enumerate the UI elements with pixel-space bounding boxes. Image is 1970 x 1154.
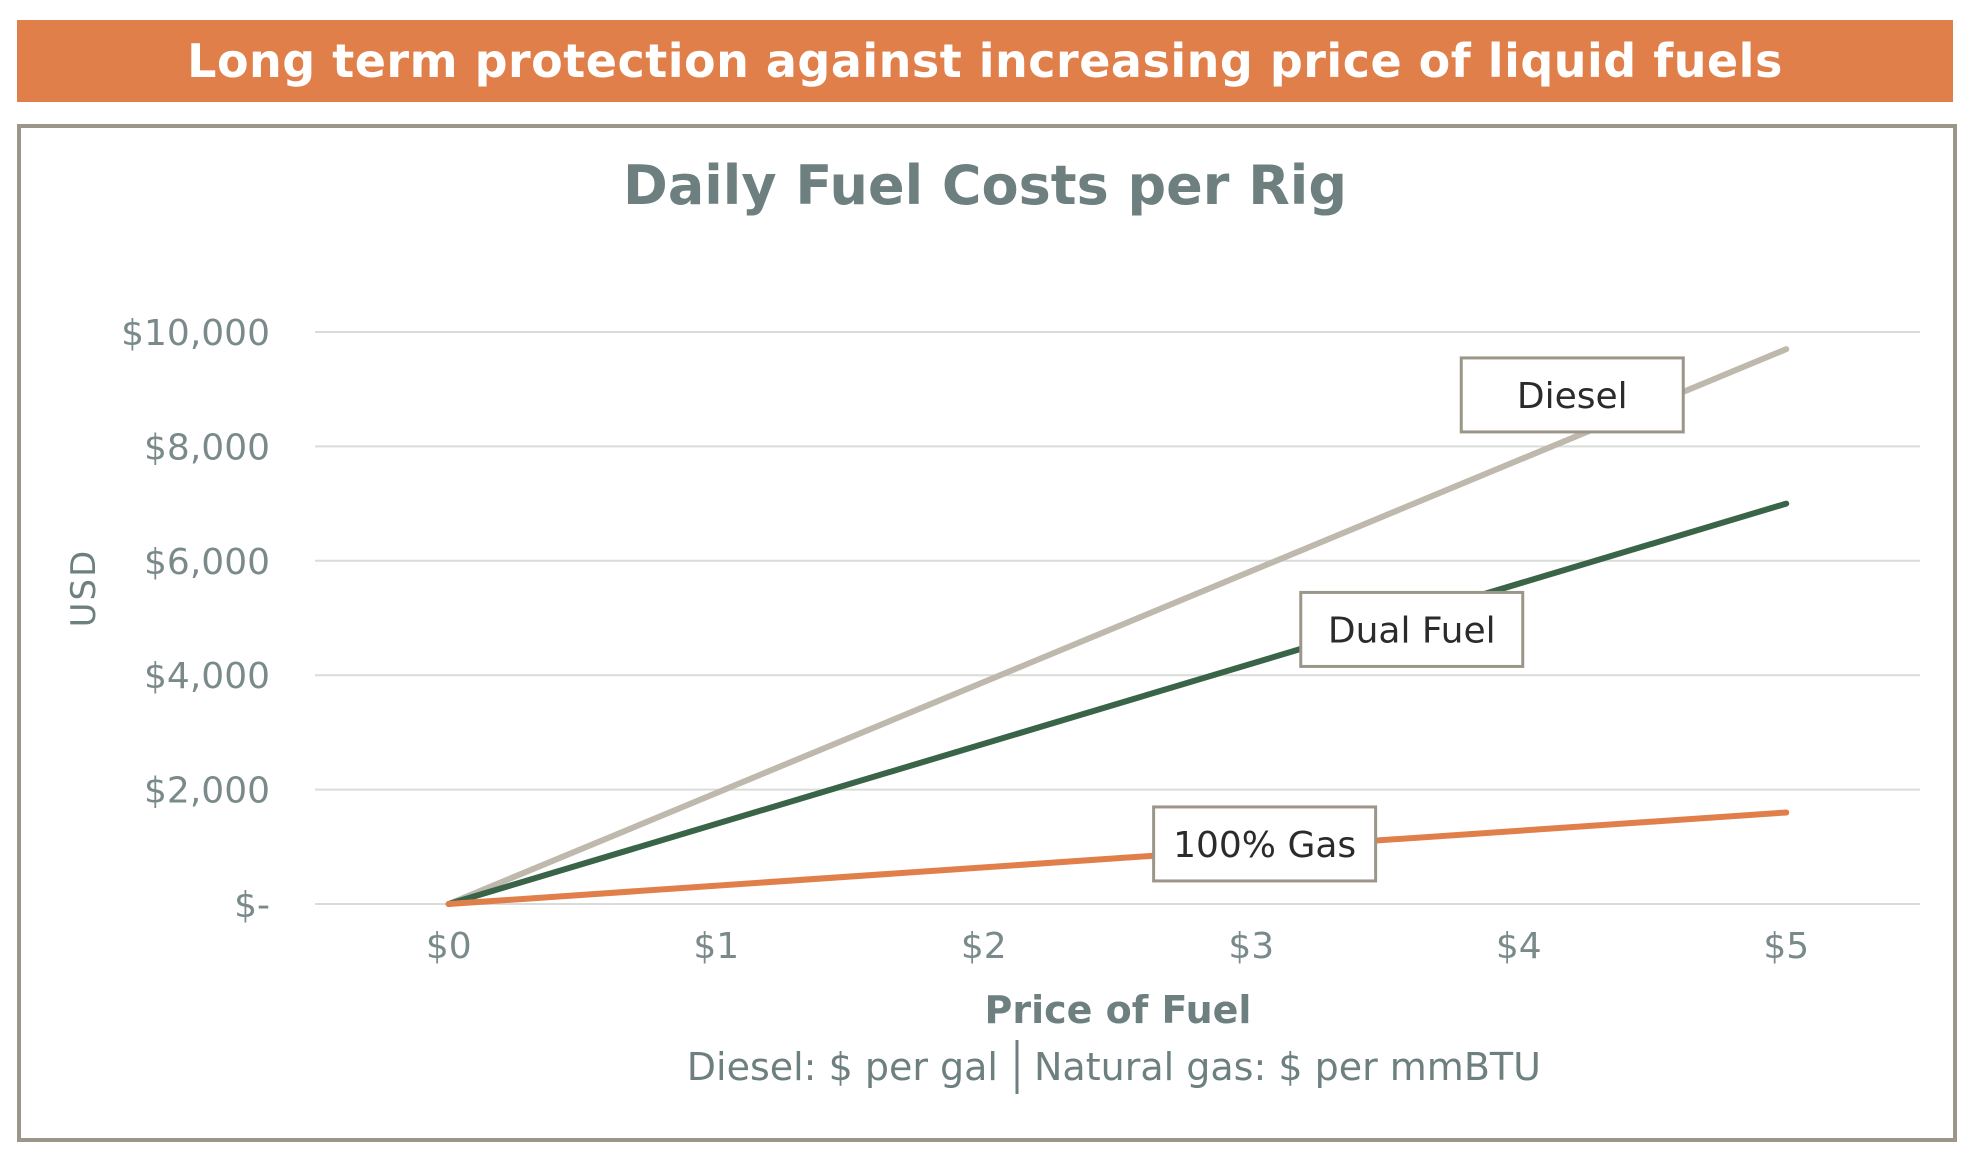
chart-frame — [17, 124, 1957, 1142]
series-line-100-gas — [445, 809, 1790, 907]
y-tick-label: $6,000 — [144, 542, 270, 583]
series-label-dual-fuel: Dual Fuel — [1299, 590, 1525, 668]
x-tick-label: $4 — [1496, 926, 1542, 967]
series-line-diesel — [445, 346, 1790, 907]
x-tick-label: $5 — [1763, 926, 1809, 967]
banner-title: Long term protection against increasing … — [17, 20, 1953, 102]
series-label-100-gas: 100% Gas — [1152, 805, 1378, 883]
x-tick-labels: $0 $1 $2 $3 $4 $5 — [426, 926, 1809, 967]
x-tick-label: $3 — [1228, 926, 1274, 967]
y-tick-labels: $- $2,000 $4,000 $6,000 $8,000 $10,000 — [121, 313, 270, 926]
series-label-text: Dual Fuel — [1328, 610, 1496, 651]
y-tick-label: $2,000 — [144, 771, 270, 812]
series-label-text: Diesel — [1517, 376, 1628, 417]
x-axis-subtitle-right: Natural gas: $ per mmBTU — [1034, 1045, 1541, 1089]
x-tick-label: $1 — [693, 926, 739, 967]
y-tick-label: $8,000 — [144, 427, 270, 468]
chart-title: Daily Fuel Costs per Rig — [623, 154, 1347, 217]
x-tick-label: $0 — [426, 926, 472, 967]
series-line-dual-fuel — [445, 500, 1790, 907]
y-tick-label: $- — [234, 885, 270, 926]
x-axis-subtitle-left: Diesel: $ per gal — [687, 1045, 998, 1089]
series-label-box — [1459, 356, 1685, 434]
x-axis-title: Price of Fuel — [985, 988, 1252, 1032]
series-label-box — [1299, 590, 1525, 668]
y-tick-label: $4,000 — [144, 656, 270, 697]
y-tick-label: $10,000 — [121, 313, 270, 354]
y-axis-title: USD — [64, 549, 104, 628]
series-label-text: 100% Gas — [1173, 825, 1356, 866]
gridlines — [315, 331, 1920, 905]
series-labels: Diesel Dual Fuel 100% Gas — [1152, 356, 1685, 883]
series-lines — [445, 346, 1790, 907]
series-label-diesel: Diesel — [1459, 356, 1685, 434]
series-label-box — [1152, 805, 1378, 883]
x-tick-label: $2 — [961, 926, 1007, 967]
